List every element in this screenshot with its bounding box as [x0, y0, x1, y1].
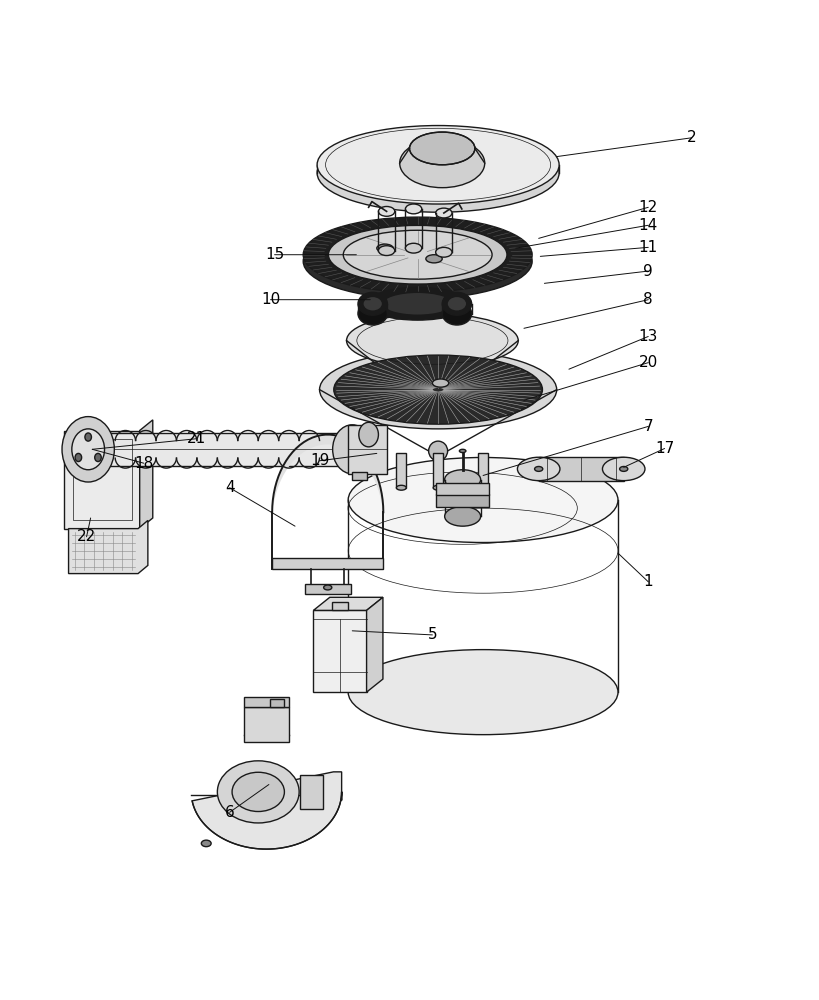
Ellipse shape	[400, 139, 485, 188]
Ellipse shape	[334, 355, 542, 424]
Ellipse shape	[328, 225, 507, 284]
Ellipse shape	[442, 302, 472, 325]
Ellipse shape	[317, 126, 559, 204]
Ellipse shape	[201, 840, 211, 847]
Ellipse shape	[348, 457, 618, 543]
Polygon shape	[140, 420, 153, 529]
Polygon shape	[192, 772, 342, 849]
Bar	[272, 558, 383, 569]
Text: 21: 21	[188, 431, 206, 446]
Bar	[396, 453, 406, 488]
Ellipse shape	[478, 485, 488, 490]
Bar	[433, 453, 443, 488]
Bar	[332, 602, 348, 610]
Ellipse shape	[426, 255, 442, 263]
Ellipse shape	[445, 470, 481, 489]
Ellipse shape	[396, 485, 406, 490]
Ellipse shape	[603, 457, 645, 481]
Ellipse shape	[319, 350, 557, 429]
Text: 13: 13	[639, 329, 658, 344]
Ellipse shape	[62, 417, 115, 482]
Text: 15: 15	[265, 247, 284, 262]
Ellipse shape	[324, 585, 332, 590]
Ellipse shape	[428, 441, 448, 461]
Ellipse shape	[358, 302, 387, 325]
Ellipse shape	[433, 485, 443, 490]
Bar	[348, 425, 387, 474]
Text: 9: 9	[644, 264, 653, 279]
Polygon shape	[69, 520, 148, 574]
Ellipse shape	[447, 296, 467, 311]
Polygon shape	[367, 597, 383, 692]
Ellipse shape	[358, 292, 387, 315]
Polygon shape	[539, 457, 624, 481]
Ellipse shape	[432, 379, 449, 387]
Ellipse shape	[85, 433, 92, 441]
Bar	[243, 707, 289, 742]
Ellipse shape	[303, 224, 532, 299]
Text: 12: 12	[639, 200, 658, 215]
Bar	[65, 431, 140, 529]
Polygon shape	[272, 435, 383, 522]
Bar	[73, 439, 132, 520]
Ellipse shape	[232, 772, 284, 812]
Bar	[305, 584, 351, 594]
Bar	[301, 775, 324, 809]
Text: 19: 19	[310, 453, 329, 468]
Bar	[478, 453, 488, 488]
Text: 14: 14	[639, 218, 658, 233]
Ellipse shape	[407, 377, 458, 399]
Bar	[437, 483, 489, 495]
Ellipse shape	[445, 507, 481, 526]
Bar	[352, 472, 367, 480]
Text: 1: 1	[644, 574, 653, 589]
Ellipse shape	[378, 206, 395, 216]
Ellipse shape	[367, 287, 468, 320]
Ellipse shape	[442, 292, 472, 315]
Ellipse shape	[346, 314, 518, 368]
Ellipse shape	[303, 217, 532, 292]
Text: 17: 17	[655, 441, 674, 456]
Text: 11: 11	[639, 240, 658, 255]
Text: 5: 5	[428, 627, 437, 642]
Text: 10: 10	[261, 292, 280, 307]
Ellipse shape	[620, 466, 628, 471]
Ellipse shape	[363, 296, 382, 311]
Ellipse shape	[217, 761, 299, 823]
Ellipse shape	[405, 243, 422, 253]
Ellipse shape	[317, 134, 559, 212]
Bar	[269, 699, 284, 707]
Ellipse shape	[75, 453, 82, 462]
Text: 7: 7	[644, 419, 653, 434]
Text: 18: 18	[134, 456, 153, 471]
Text: 6: 6	[224, 805, 234, 820]
Ellipse shape	[535, 466, 543, 471]
Text: 20: 20	[639, 355, 658, 370]
Ellipse shape	[359, 422, 378, 447]
Ellipse shape	[333, 425, 372, 474]
Ellipse shape	[72, 429, 105, 470]
Bar	[437, 494, 489, 507]
Polygon shape	[314, 597, 383, 610]
Text: 2: 2	[687, 130, 696, 145]
Ellipse shape	[377, 244, 393, 252]
Ellipse shape	[459, 449, 466, 453]
Ellipse shape	[378, 246, 395, 256]
Ellipse shape	[436, 208, 452, 218]
Bar	[95, 433, 348, 466]
Text: 4: 4	[224, 480, 234, 495]
Ellipse shape	[367, 299, 468, 332]
Bar	[243, 697, 289, 707]
Ellipse shape	[343, 230, 492, 279]
Ellipse shape	[382, 292, 453, 315]
Ellipse shape	[518, 457, 560, 481]
Text: 22: 22	[77, 529, 96, 544]
Ellipse shape	[405, 204, 422, 214]
Ellipse shape	[410, 132, 475, 165]
Ellipse shape	[95, 453, 102, 462]
Bar	[314, 610, 367, 692]
Text: 8: 8	[644, 292, 653, 307]
Ellipse shape	[436, 247, 452, 257]
Ellipse shape	[348, 650, 618, 735]
